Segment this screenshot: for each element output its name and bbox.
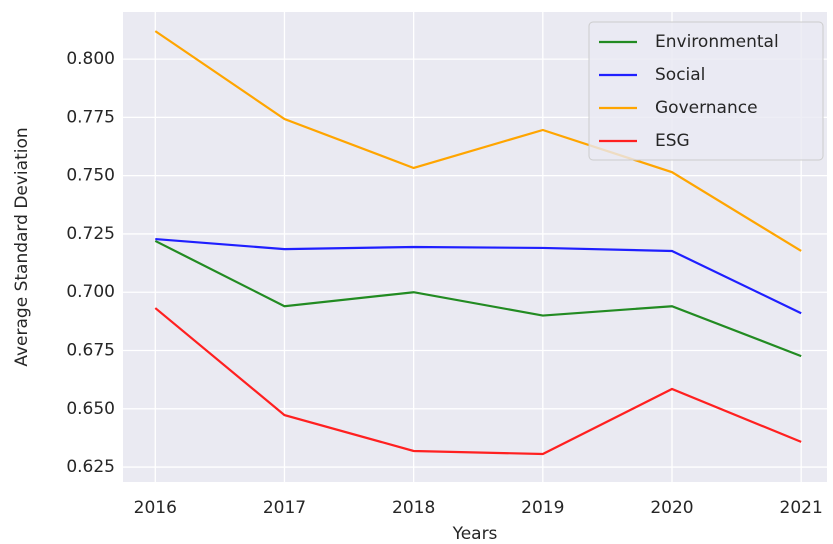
legend-label: Environmental — [655, 32, 779, 52]
x-tick-label: 2020 — [650, 498, 693, 518]
x-tick-label: 2018 — [392, 498, 435, 518]
y-axis-label: Average Standard Deviation — [12, 127, 32, 366]
series-line — [154, 30, 802, 252]
series-line — [155, 237, 802, 315]
legend-box — [588, 21, 824, 161]
x-tick-label: 2017 — [263, 498, 306, 518]
legend: Environmental Social Governance ESG — [588, 21, 824, 161]
legend-label: Social — [655, 65, 705, 85]
y-tick-label: 0.775 — [66, 107, 115, 127]
x-tick-label: 2021 — [780, 498, 823, 518]
legend-label: ESG — [655, 131, 690, 151]
y-tick-label: 0.700 — [66, 282, 115, 302]
series-line — [154, 307, 802, 456]
y-tick-label: 0.725 — [66, 224, 115, 244]
y-tick-label: 0.625 — [66, 457, 115, 477]
y-tick-label: 0.650 — [66, 399, 115, 419]
y-tick-label: 0.750 — [66, 166, 115, 186]
y-tick-label: 0.800 — [66, 49, 115, 69]
x-tick-label: 2019 — [521, 498, 564, 518]
series-line — [154, 239, 802, 358]
legend-label: Governance — [655, 98, 758, 118]
x-tick-label: 2016 — [134, 498, 177, 518]
y-tick-label: 0.675 — [66, 341, 115, 361]
x-axis-label: Years — [452, 524, 498, 544]
